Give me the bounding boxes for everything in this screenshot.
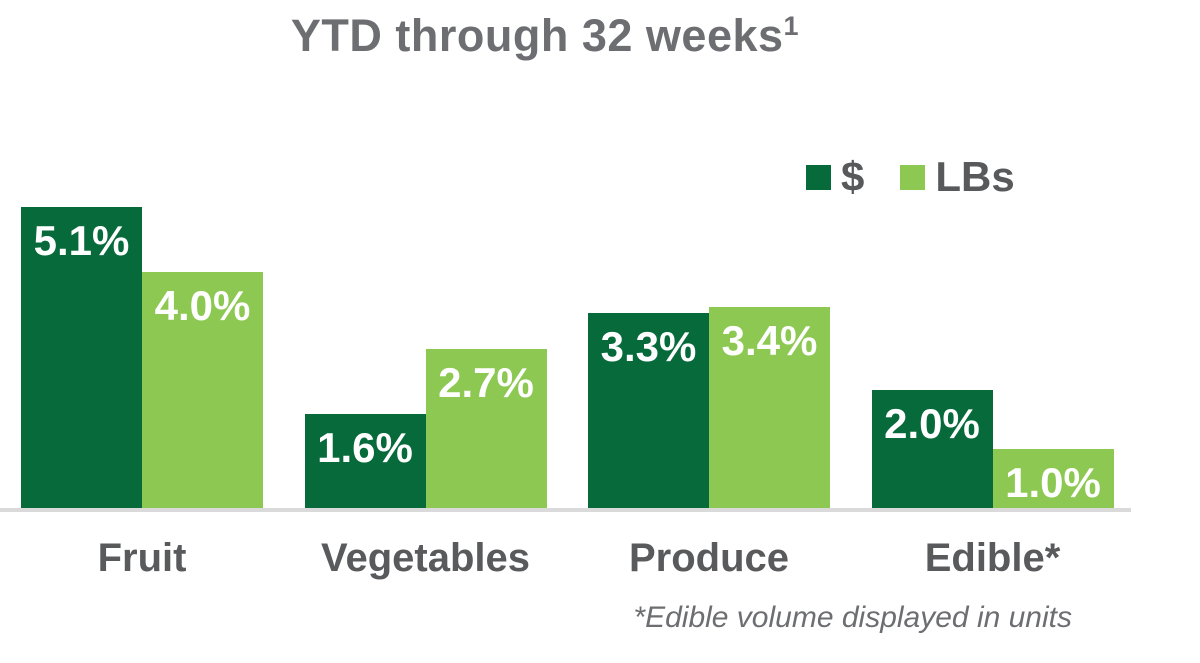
bar-vegetables-dollars: 1.6% [304,414,426,508]
legend-label: $ [841,153,865,200]
x-axis-line [0,508,1131,512]
legend-item-dollars: $ [806,156,864,198]
legend-swatch-icon [900,164,926,190]
legend: $ LBs [806,156,1015,198]
chart-title: YTD through 32 weeks1 [0,10,1090,62]
bar-fruit-lbs: 4.0% [142,272,263,508]
bar-value-label: 3.4% [721,317,818,364]
legend-label: LBs [935,153,1015,200]
bar-produce-lbs: 3.4% [709,307,830,508]
bar-edible-dollars: 2.0% [871,390,993,508]
category-label-edible: Edible* [924,536,1061,580]
bar-vegetables-lbs: 2.7% [425,349,547,508]
category-labels: Fruit Vegetables Produce Edible* [0,536,1200,586]
category-label-vegetables: Vegetables [320,536,530,580]
legend-item-lbs: LBs [900,153,1015,200]
chart-footnote: *Edible volume displayed in units [633,601,1072,634]
category-label-fruit: Fruit [97,536,187,580]
bar-value-label: 2.0% [884,400,980,447]
bar-fruit-dollars: 5.1% [21,207,142,508]
chart-title-footnote-marker: 1 [783,11,800,41]
bar-chart: 5.1% 4.0% 1.6% 2.7% 3.3% 3.4% 2.0% 1.0% [21,207,1114,508]
bar-produce-dollars: 3.3% [588,313,709,508]
legend-swatch-icon [806,164,831,190]
chart-title-text: YTD through 32 weeks [290,10,784,61]
category-label-produce: Produce [628,536,790,580]
bar-value-label: 4.0% [154,282,251,329]
bar-value-label: 1.0% [1005,459,1101,506]
bar-value-label: 1.6% [317,424,413,471]
bar-value-label: 3.3% [600,323,697,370]
bar-edible-lbs: 1.0% [992,449,1114,508]
bar-value-label: 5.1% [33,217,130,264]
bar-value-label: 2.7% [438,359,534,406]
